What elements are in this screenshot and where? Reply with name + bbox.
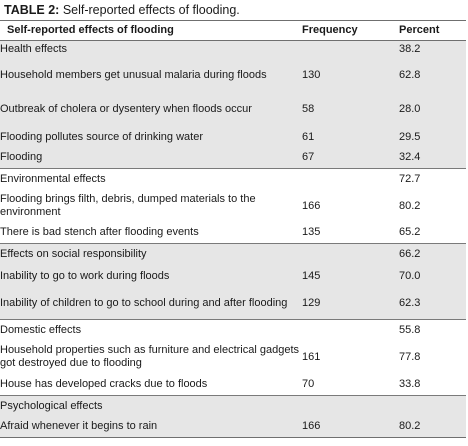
percent-cell: 55.8 (399, 319, 466, 341)
table-caption-label: TABLE 2: (4, 3, 60, 17)
category-label: Psychological effects (0, 395, 302, 417)
table-body: Health effects 38.2 Household members ge… (0, 40, 466, 438)
effect-label: Household members get unusual malaria du… (0, 58, 302, 93)
table-row: Inability of children to go to school du… (0, 287, 466, 320)
table-row-category: Health effects 38.2 (0, 40, 466, 59)
effect-label: Household properties such as furniture a… (0, 340, 302, 374)
percent-cell: 77.8 (399, 340, 466, 374)
percent-cell: 62.3 (399, 287, 466, 320)
effect-label: There is bad stench after flooding event… (0, 222, 302, 244)
frequency-cell: 61 (302, 126, 399, 148)
frequency-cell: 67 (302, 147, 399, 169)
percent-cell (399, 395, 466, 417)
table-row-category: Domestic effects 55.8 (0, 319, 466, 341)
frequency-cell: 129 (302, 287, 399, 320)
effect-label: House has developed cracks due to floods (0, 373, 302, 396)
effect-label: Inability to go to work during floods (0, 265, 302, 288)
table-row-category: Environmental effects 72.7 (0, 168, 466, 190)
percent-cell: 62.8 (399, 58, 466, 93)
frequency-cell: 166 (302, 189, 399, 223)
table-caption-text: Self-reported effects of flooding. (62, 3, 240, 17)
frequency-cell: 70 (302, 373, 399, 396)
table-row: Outbreak of cholera or dysentery when fl… (0, 92, 466, 127)
effect-label: Outbreak of cholera or dysentery when fl… (0, 92, 302, 127)
frequency-cell (302, 319, 399, 341)
effect-label: Flooding (0, 147, 302, 169)
percent-cell: 29.5 (399, 126, 466, 148)
percent-cell: 72.7 (399, 168, 466, 190)
category-label: Environmental effects (0, 168, 302, 190)
frequency-cell: 145 (302, 265, 399, 288)
percent-cell: 80.2 (399, 189, 466, 223)
frequency-cell (302, 168, 399, 190)
effect-label: Inability of children to go to school du… (0, 287, 302, 320)
frequency-cell: 130 (302, 58, 399, 93)
percent-cell: 70.0 (399, 265, 466, 288)
table-row: Flooding brings filth, debris, dumped ma… (0, 189, 466, 223)
table-row: Flooding pollutes source of drinking wat… (0, 126, 466, 148)
table-row: House has developed cracks due to floods… (0, 373, 466, 396)
frequency-cell: 166 (302, 416, 399, 438)
table-header-row: Self-reported effects of flooding Freque… (0, 20, 466, 41)
table-row: Household properties such as furniture a… (0, 340, 466, 374)
frequency-cell: 161 (302, 340, 399, 374)
percent-cell: 28.0 (399, 92, 466, 127)
frequency-cell (302, 395, 399, 417)
table-row: There is bad stench after flooding event… (0, 222, 466, 244)
table-row-category: Effects on social responsibility 66.2 (0, 243, 466, 266)
category-label: Domestic effects (0, 319, 302, 341)
effect-label: Flooding brings filth, debris, dumped ma… (0, 189, 302, 223)
effect-label: Flooding pollutes source of drinking wat… (0, 126, 302, 148)
table-caption: TABLE 2: Self-reported effects of floodi… (4, 3, 240, 17)
effect-label: Afraid whenever it begins to rain (0, 416, 302, 438)
header-percent: Percent (399, 20, 466, 41)
header-frequency: Frequency (302, 20, 399, 41)
percent-cell: 32.4 (399, 147, 466, 169)
frequency-cell (302, 40, 399, 59)
table-row-category: Psychological effects (0, 395, 466, 417)
effects-table: Self-reported effects of flooding Freque… (0, 20, 466, 438)
table-row: Afraid whenever it begins to rain 166 80… (0, 416, 466, 438)
frequency-cell (302, 243, 399, 266)
table-row: Inability to go to work during floods 14… (0, 265, 466, 288)
frequency-cell: 58 (302, 92, 399, 127)
percent-cell: 38.2 (399, 40, 466, 59)
category-label: Health effects (0, 40, 302, 59)
table-row: Household members get unusual malaria du… (0, 58, 466, 93)
header-effect: Self-reported effects of flooding (0, 20, 302, 41)
frequency-cell: 135 (302, 222, 399, 244)
category-label: Effects on social responsibility (0, 243, 302, 266)
percent-cell: 33.8 (399, 373, 466, 396)
percent-cell: 65.2 (399, 222, 466, 244)
table-row: Flooding 67 32.4 (0, 147, 466, 169)
percent-cell: 80.2 (399, 416, 466, 438)
percent-cell: 66.2 (399, 243, 466, 266)
